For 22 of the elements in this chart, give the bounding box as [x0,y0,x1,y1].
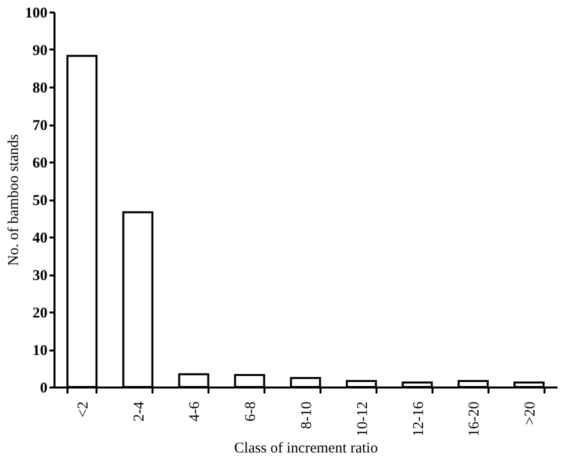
x-tick-label: 2-4 [131,401,148,422]
x-tick-label: <2 [75,402,92,418]
x-tick-label: 10-12 [354,402,371,436]
x-tick-label: >20 [522,402,539,425]
y-tick-label: 70 [32,118,48,134]
y-tick-label: 40 [32,230,48,246]
y-tick-label: 60 [32,156,48,172]
y-tick-label: 50 [32,193,48,209]
x-tick-label: 6-8 [243,402,260,422]
y-tick-label: 90 [32,43,48,59]
x-tick-label: 8-10 [299,402,315,429]
y-tick-label: 100 [25,6,48,22]
y-axis-title: No. of bamboo stands [6,134,22,266]
y-tick-label: 20 [32,306,48,322]
x-tick-label: 12-16 [410,401,427,436]
x-axis-title: Class of increment ratio [234,440,378,456]
y-tick-label: 0 [40,380,48,396]
y-tick-label: 80 [32,80,48,96]
y-tick-label: 30 [32,268,48,284]
x-tick-label: 4-6 [187,401,204,422]
x-tick-label: 16-20 [466,402,483,436]
y-tick-label: 10 [32,343,48,359]
